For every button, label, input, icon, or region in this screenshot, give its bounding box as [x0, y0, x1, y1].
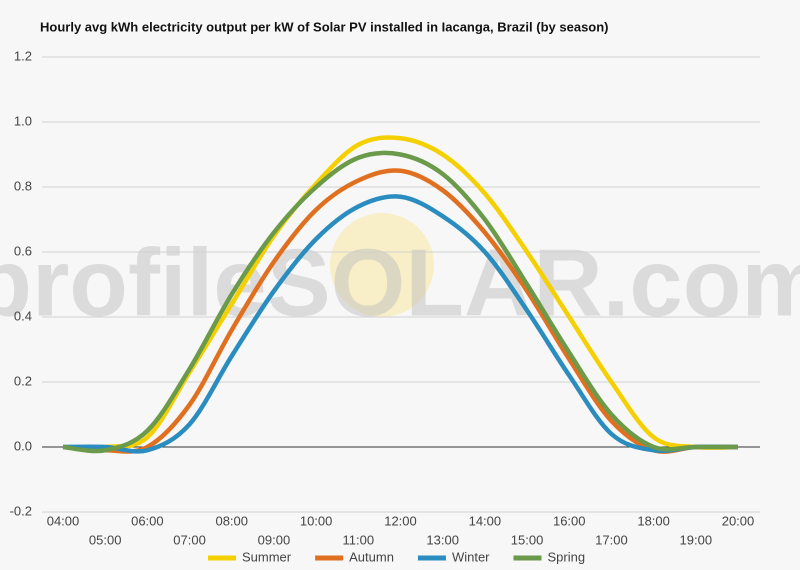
y-tick-label: 0.2	[14, 373, 32, 388]
x-tick-label: 05:00	[89, 532, 122, 547]
legend-label: Autumn	[349, 549, 394, 564]
x-tick-label: 07:00	[173, 532, 206, 547]
x-tick-label: 11:00	[343, 532, 375, 547]
x-tick-label: 09:00	[258, 532, 291, 547]
chart-title: Hourly avg kWh electricity output per kW…	[40, 19, 609, 34]
y-tick-label: 0.4	[14, 308, 32, 323]
y-tick-label: 0.8	[14, 178, 32, 193]
x-tick-label: 13:00	[426, 532, 459, 547]
y-tick-label: 0.0	[14, 438, 32, 453]
x-tick-label: 20:00	[722, 513, 755, 528]
y-tick-label: -0.2	[10, 503, 32, 518]
legend-label: Spring	[548, 549, 586, 564]
watermark-sun	[330, 213, 434, 317]
x-tick-label: 14:00	[469, 513, 502, 528]
x-tick-label: 06:00	[131, 513, 164, 528]
watermark: profileSOLAR.com	[0, 229, 800, 336]
x-tick-label: 19:00	[680, 532, 713, 547]
legend-label: Summer	[242, 549, 292, 564]
series-line	[62, 150, 738, 454]
series-line	[62, 194, 739, 454]
x-tick-label: 10:00	[300, 513, 333, 528]
series-line	[62, 168, 739, 454]
x-tick-label: 17:00	[595, 532, 628, 547]
x-tick-label: 08:00	[215, 513, 248, 528]
y-tick-label: 0.6	[14, 243, 32, 258]
y-tick-label: 1.2	[14, 48, 32, 63]
y-tick-label: 1.0	[14, 113, 32, 128]
x-tick-label: 15:00	[511, 532, 544, 547]
x-tick-label: 18:00	[637, 513, 670, 528]
x-tick-label: 12:00	[384, 513, 417, 528]
legend-label: Winter	[452, 549, 490, 564]
x-tick-label: 04:00	[47, 513, 80, 528]
x-tick-label: 16:00	[553, 513, 586, 528]
